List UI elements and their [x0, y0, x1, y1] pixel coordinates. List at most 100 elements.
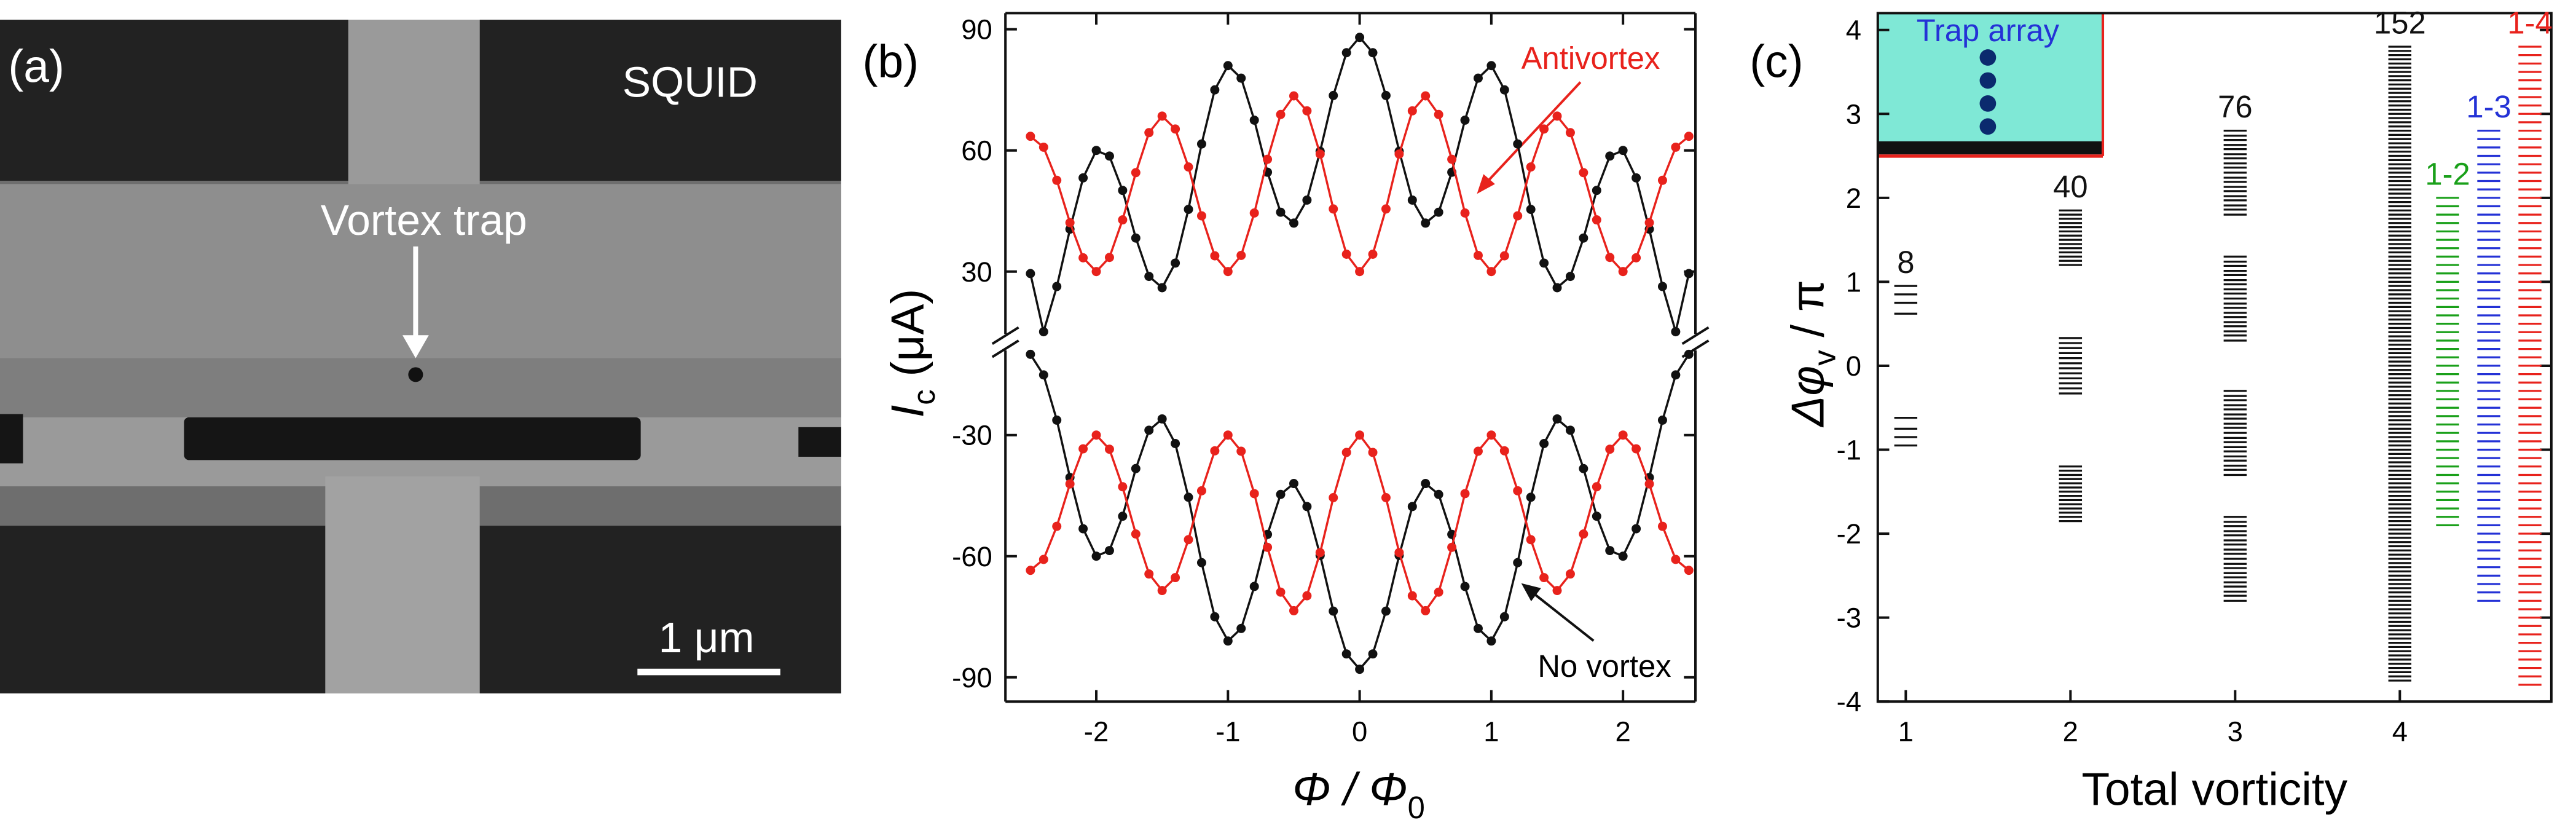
data-point	[1276, 207, 1286, 217]
data-point	[1539, 124, 1549, 134]
annotation-arrow	[1484, 81, 1582, 185]
x-tick-label: 1	[1898, 716, 1914, 747]
data-point	[1329, 606, 1338, 616]
data-point	[1104, 546, 1114, 556]
data-point	[1539, 439, 1549, 448]
data-point	[1539, 573, 1549, 583]
sem-image: (a) SQUID Vortex trap 1 μm	[0, 20, 841, 693]
data-point	[1526, 205, 1536, 215]
electrode	[479, 526, 841, 693]
data-point	[1249, 489, 1259, 499]
series-line	[1029, 433, 1690, 613]
data-point	[1605, 546, 1615, 556]
data-point	[1473, 250, 1483, 260]
data-point	[1118, 511, 1128, 521]
data-point	[1539, 258, 1549, 268]
data-point	[1657, 521, 1667, 531]
data-point	[1026, 349, 1035, 359]
slot	[0, 414, 23, 464]
data-point	[1131, 168, 1141, 178]
arrow-head	[1521, 583, 1541, 602]
electrode	[479, 20, 841, 181]
data-point	[1341, 48, 1351, 58]
data-point	[1236, 623, 1246, 633]
y-tick-label: -30	[952, 420, 992, 451]
data-point	[1460, 489, 1470, 499]
data-point	[1513, 211, 1523, 221]
data-point	[1184, 492, 1193, 502]
electrode	[0, 526, 326, 693]
data-point	[1447, 542, 1457, 552]
data-point	[1184, 535, 1193, 545]
data-point	[1171, 124, 1180, 134]
data-point	[1144, 425, 1154, 435]
data-point	[1618, 551, 1628, 561]
trap-dot	[1979, 118, 1997, 135]
y-axis-label: Δφv / π	[1782, 280, 1842, 427]
data-point	[1157, 414, 1167, 424]
data-point	[1026, 269, 1035, 278]
x-axis-label-main: Φ / Φ	[1292, 764, 1408, 815]
annotation: Antivortex	[1522, 41, 1660, 76]
data-point	[1632, 253, 1641, 263]
x-tick-label: 4	[2392, 716, 2408, 747]
data-point	[1381, 204, 1391, 214]
data-point	[1026, 566, 1035, 575]
data-point	[1236, 250, 1246, 260]
data-point	[1605, 444, 1615, 454]
data-point	[1223, 61, 1233, 71]
data-point	[1486, 267, 1496, 277]
inset-label: Trap array	[1917, 13, 2060, 48]
data-point	[1355, 430, 1365, 440]
trap-dot	[1979, 72, 1997, 89]
data-point	[1355, 33, 1365, 42]
y-tick-label: -1	[1837, 435, 1861, 466]
data-point	[1104, 253, 1114, 263]
x-axis-label-sub: 0	[1408, 790, 1425, 825]
data-point	[1302, 195, 1312, 205]
data-point	[1407, 195, 1417, 205]
data-point	[1394, 149, 1404, 159]
data-point	[1499, 446, 1509, 456]
annotation-arrow	[1530, 590, 1595, 642]
data-point	[1552, 414, 1562, 424]
data-point	[1434, 207, 1443, 217]
data-point	[1671, 327, 1681, 337]
electrode	[0, 20, 348, 181]
data-point	[1196, 558, 1206, 567]
data-point	[1592, 215, 1601, 225]
data-point	[1196, 211, 1206, 221]
column-label: 40	[2053, 169, 2087, 204]
data-point	[1223, 636, 1233, 646]
data-point	[1052, 175, 1062, 185]
data-point	[1052, 521, 1062, 531]
data-point	[1618, 430, 1628, 440]
data-point	[1434, 489, 1443, 499]
y-tick-label: -4	[1837, 686, 1861, 717]
x-tick-label: -2	[1084, 716, 1109, 747]
data-point	[1605, 151, 1615, 161]
data-point	[1644, 218, 1654, 227]
y-tick-label: 2	[1846, 183, 1861, 214]
data-point	[1131, 464, 1141, 473]
data-point	[1341, 649, 1351, 659]
column-label: 1-4	[2507, 6, 2552, 41]
data-point	[1039, 370, 1048, 380]
x-axis-label: Φ / Φ0	[1292, 764, 1425, 825]
data-point	[1473, 623, 1483, 633]
trap-dot	[1979, 49, 1997, 66]
axis-break	[991, 326, 1019, 345]
data-point	[1434, 587, 1443, 597]
data-point	[1579, 233, 1588, 243]
data-point	[1460, 582, 1470, 591]
scale-label: 1 μm	[659, 614, 755, 661]
panel-label: (a)	[8, 41, 64, 92]
data-point	[1632, 444, 1641, 454]
annotation: No vortex	[1537, 649, 1671, 684]
column-label: 152	[2374, 6, 2426, 41]
data-point	[1315, 548, 1325, 558]
data-point	[1065, 479, 1075, 489]
data-point	[1618, 146, 1628, 156]
